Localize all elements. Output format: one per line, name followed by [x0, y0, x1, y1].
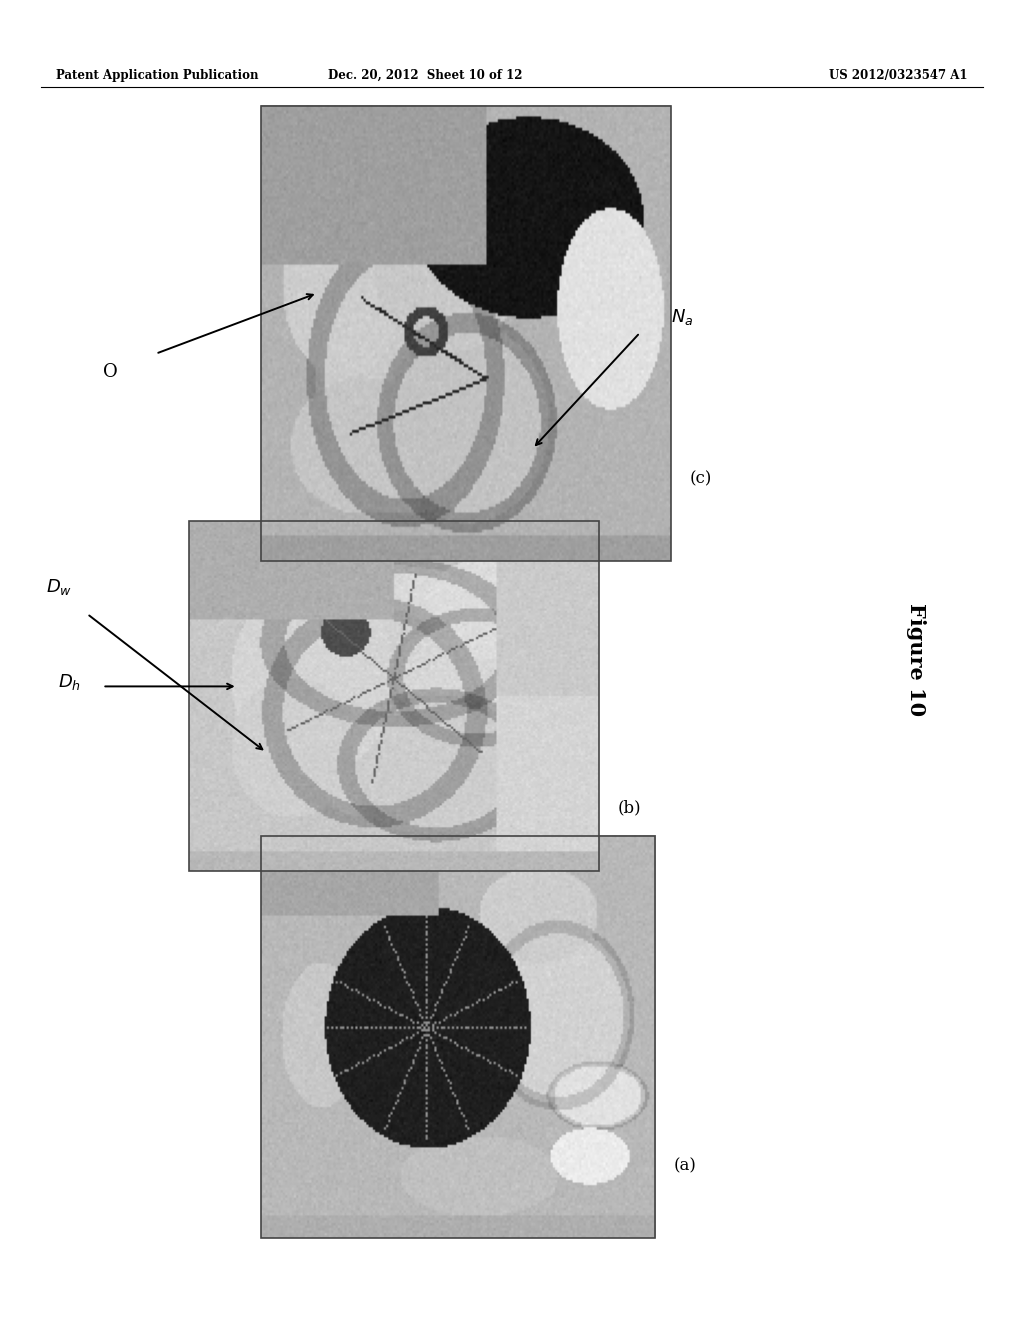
Text: $D_w$: $D_w$ — [46, 577, 73, 598]
Text: $D_h$: $D_h$ — [58, 672, 81, 693]
Text: Dec. 20, 2012  Sheet 10 of 12: Dec. 20, 2012 Sheet 10 of 12 — [328, 69, 522, 82]
Text: $N_a$: $N_a$ — [671, 306, 693, 327]
Text: O: O — [103, 363, 118, 381]
Text: Patent Application Publication: Patent Application Publication — [56, 69, 259, 82]
Text: (c): (c) — [689, 470, 712, 487]
Bar — [261, 836, 655, 1238]
Text: (b): (b) — [617, 800, 641, 817]
Text: Figure 10: Figure 10 — [906, 603, 927, 717]
Text: US 2012/0323547 A1: US 2012/0323547 A1 — [829, 69, 968, 82]
Bar — [261, 106, 671, 561]
Bar — [189, 521, 599, 871]
Text: (a): (a) — [674, 1158, 696, 1175]
